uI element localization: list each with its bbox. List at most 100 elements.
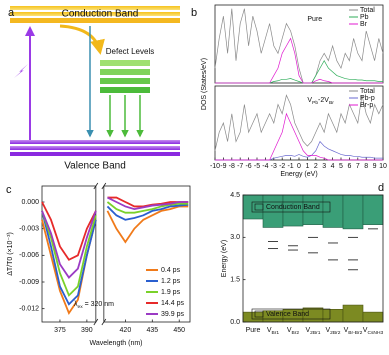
x-tick-label: 5 (339, 163, 343, 170)
chart-title: VPb-2VBr (307, 97, 334, 106)
x-tick-label-part: V (325, 327, 330, 334)
x-axis-label: Energy (eV) (280, 171, 317, 178)
x-tick-label-part: Br2 (292, 330, 300, 336)
panel-label: c (6, 184, 12, 196)
y-tick-label: 0.0 (230, 319, 240, 326)
chart-title: Pure (307, 16, 322, 23)
series-line (214, 94, 384, 151)
x-tick-label: V2Br1 (305, 327, 320, 336)
x-tick-label: 8 (364, 163, 368, 170)
legend-label: Total (360, 88, 375, 95)
x-tick-label: 450 (173, 327, 185, 334)
x-tick-label-part: V (363, 327, 368, 334)
panel-label: b (191, 7, 197, 19)
legend-label: 0.4 ps (161, 267, 181, 274)
conduction-band (242, 194, 264, 220)
chart-title-part: Pure (307, 16, 322, 23)
y-axis-label: ΔT/T0 (×10⁻³) (7, 232, 14, 276)
x-tick-label: -5 (254, 163, 260, 170)
y-tick-label: 3.0 (230, 234, 240, 241)
cb-stripe (10, 12, 180, 16)
x-axis-label: Wavelength (nm) (89, 340, 142, 347)
vb-stripe (10, 152, 180, 156)
x-tick-label: 4 (331, 163, 335, 170)
x-tick-label: 10 (379, 163, 387, 170)
conduction-band (262, 194, 284, 228)
x-tick-label: -4 (262, 163, 268, 170)
conduction-band (342, 194, 364, 230)
y-tick-label: 1.5 (230, 277, 240, 284)
defect-stripe (100, 69, 150, 75)
vb-stripe (10, 146, 180, 150)
x-tick-label-part: Br1 (272, 330, 280, 336)
x-tick-label: -8 (229, 163, 235, 170)
y-tick-label: -0.003 (19, 226, 39, 233)
legend-label: Valence Band (266, 311, 309, 318)
x-tick-label: 435 (146, 327, 158, 334)
chart-title-part: -2V (318, 97, 329, 104)
series-line (215, 112, 383, 161)
legend-label: 1.9 ps (161, 289, 181, 296)
x-tick-label: -10 (210, 163, 220, 170)
x-tick-label-part: V (344, 327, 349, 334)
x-tick-label: -6 (245, 163, 251, 170)
x-tick-label-part: V (305, 327, 310, 334)
cb-stripe (10, 6, 180, 10)
x-tick-label-part: 2Br1 (310, 330, 321, 336)
conduction-band (362, 194, 384, 225)
x-tick-label-part: V (267, 327, 272, 334)
legend-box (251, 201, 331, 213)
series-line (215, 140, 383, 161)
valence-band (322, 308, 344, 323)
legend-label: Br-p (360, 102, 373, 109)
axis-break (93, 318, 107, 326)
legend-swatch (254, 203, 264, 211)
x-tick-label: 6 (347, 163, 351, 170)
x-tick-label-part: Pure (246, 327, 261, 334)
chart-title-part: V (307, 97, 312, 104)
x-tick-label: 420 (120, 327, 132, 334)
chart-title-part: Pb (312, 100, 318, 106)
legend-label: Conduction Band (266, 204, 320, 211)
y-tick-label: 4.5 (230, 192, 240, 199)
x-tick-label-part: V (287, 327, 292, 334)
panel-label: d (378, 182, 384, 194)
conduction-band (322, 194, 344, 228)
x-tick-label: -3 (271, 163, 277, 170)
panel-label: a (8, 7, 15, 19)
annotation-part: ex (78, 305, 84, 310)
chart-title-part: Br (329, 100, 334, 106)
annotation-part: = 320 nm (83, 301, 114, 308)
legend-label: Br (360, 21, 368, 28)
defect-levels-label: Defect Levels (106, 47, 154, 56)
legend-swatch (254, 310, 264, 318)
series-line (215, 59, 383, 84)
series-line (41, 196, 189, 279)
plot-frame (103, 185, 191, 323)
plot-frame (41, 185, 97, 323)
plot-frame (214, 4, 384, 84)
x-tick-label: -1 (287, 163, 293, 170)
vb-stripe (10, 140, 180, 144)
y-axis-label: DOS (States/eV) (201, 58, 208, 110)
x-tick-label: VBr1 (267, 327, 280, 336)
trap-arrow (59, 24, 105, 55)
x-tick-label: -2 (279, 163, 285, 170)
valence-band (362, 311, 384, 323)
x-tick-label: 1 (305, 163, 309, 170)
x-tick-label: 2 (314, 163, 318, 170)
light-icon (14, 64, 28, 78)
series-line (214, 8, 384, 84)
y-tick-label: -0.012 (19, 306, 39, 313)
x-tick-label-part: CsNH3 (367, 330, 383, 336)
x-tick-label: VBr-Br2 (344, 327, 363, 336)
x-tick-label: -9 (220, 163, 226, 170)
legend-label: Pb-p (360, 95, 375, 102)
legend-label: Total (360, 7, 375, 14)
valence-band (342, 304, 364, 323)
legend-label: 1.2 ps (161, 278, 181, 285)
x-tick-label: V2Br2 (325, 327, 340, 336)
series-line (41, 203, 189, 306)
y-axis-label: Energy (eV) (221, 240, 228, 277)
